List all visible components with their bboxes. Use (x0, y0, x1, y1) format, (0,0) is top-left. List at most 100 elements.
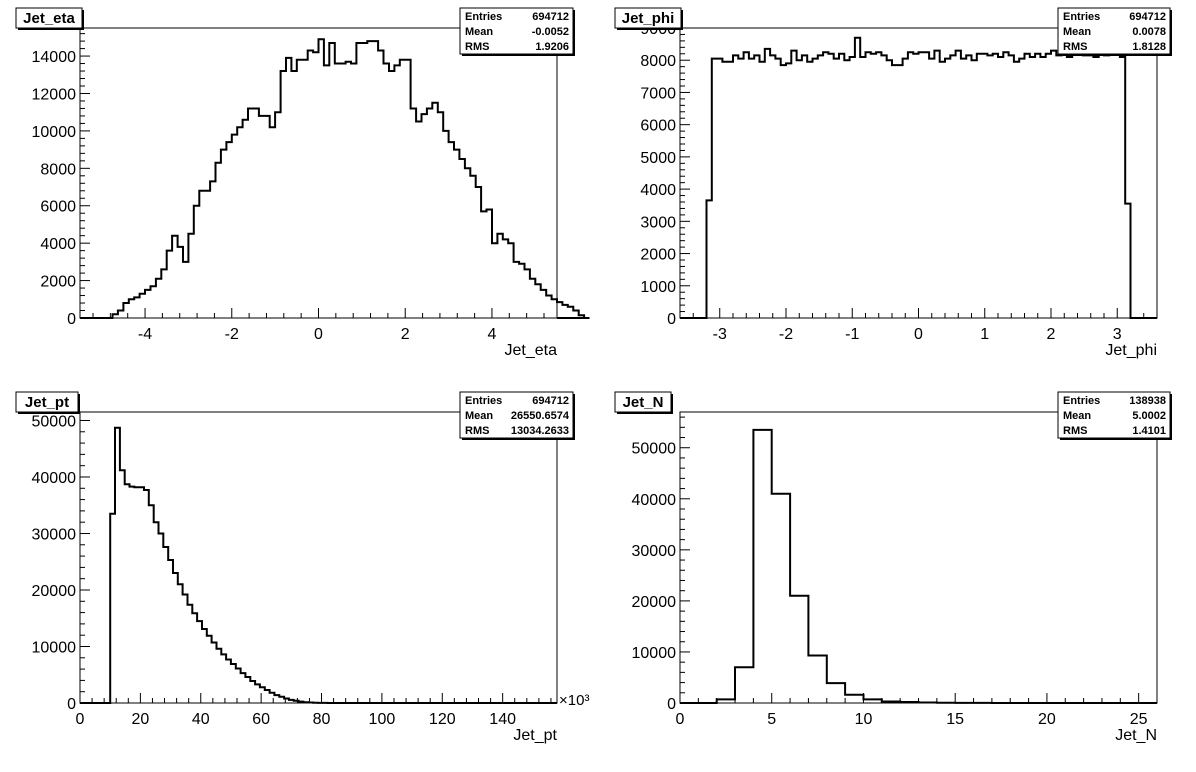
y-tick-label: 10000 (32, 639, 77, 656)
y-tick-label: 5000 (640, 150, 676, 167)
x-tick-label: 40 (192, 711, 210, 728)
y-tick-label: 1000 (640, 279, 676, 296)
y-tick-label: 12000 (32, 86, 77, 103)
y-tick-label: 30000 (632, 543, 677, 560)
y-tick-label: 4000 (640, 182, 676, 199)
histogram-line (80, 426, 557, 704)
x-tick-label: 0 (676, 711, 685, 728)
stats-label-rms: RMS (1063, 41, 1087, 53)
title-box (15, 391, 79, 413)
chart-title: Jet_eta (23, 10, 75, 27)
title-box (614, 391, 672, 413)
chart-title: Jet_pt (25, 394, 69, 411)
y-tick-label: 0 (67, 311, 76, 328)
x-axis-title: Jet_phi (1105, 342, 1157, 359)
stats-value-rms: 13034.2633 (511, 425, 569, 437)
x-tick-label: 0 (76, 711, 85, 728)
y-tick-label: 0 (667, 696, 676, 713)
y-tick-label: 30000 (32, 526, 77, 543)
stats-label-entries: Entries (465, 11, 502, 23)
stats-value-rms: 1.4101 (1132, 425, 1166, 437)
stats-label-mean: Mean (465, 410, 493, 422)
x-tick-label: 2 (1047, 326, 1056, 343)
title-box (614, 7, 682, 29)
stats-label-entries: Entries (465, 395, 502, 407)
y-tick-label: 8000 (640, 53, 676, 70)
y-tick-label: 40000 (632, 492, 677, 509)
stats-label-mean: Mean (465, 26, 493, 38)
chart-panel-jet-phi: -3 -2 -1 0 1 2 3 0 1000 2000 3000 4000 5000 6000 7000 8… (614, 7, 1172, 359)
y-tick-label: 8000 (40, 161, 76, 178)
stats-value-mean: 0.0078 (1132, 26, 1166, 38)
y-tick-label: 50000 (632, 441, 677, 458)
y-tick-label: 6000 (640, 118, 676, 135)
x-tick-label: 5 (767, 711, 776, 728)
histogram-line (680, 428, 1157, 704)
x-axis-title: Jet_N (1115, 727, 1157, 744)
chart-panel-jet-eta: -4 -2 0 2 4 0 2000 4000 6000 8000 10000 12000 14000 J… (15, 7, 590, 359)
y-tick-label: 20000 (632, 594, 677, 611)
x-tick-label: 100 (369, 711, 396, 728)
y-tick-label: 4000 (40, 236, 76, 253)
stats-box (1057, 7, 1171, 55)
y-tick-label: 2000 (640, 247, 676, 264)
plot-frame (679, 411, 1158, 704)
y-tick-label: 14000 (32, 49, 77, 66)
stats-box (1057, 391, 1171, 439)
stats-value-mean: 26550.6574 (511, 410, 570, 422)
stats-value-mean: -0.0052 (532, 26, 569, 38)
histogram-line (80, 38, 590, 319)
y-tick-label: 7000 (640, 85, 676, 102)
x-tick-label: -3 (713, 326, 727, 343)
x-tick-label: 3 (1113, 326, 1122, 343)
x-tick-label: 20 (1038, 711, 1056, 728)
x-tick-label: 0 (914, 326, 923, 343)
x-tick-label: -4 (138, 326, 152, 343)
y-tick-label: 50000 (32, 413, 77, 430)
stats-value-entries: 694712 (532, 11, 569, 23)
chart-title: Jet_phi (622, 10, 675, 27)
x-tick-label: 0 (314, 326, 323, 343)
stats-label-rms: RMS (465, 425, 489, 437)
x-axis-title: Jet_eta (505, 342, 558, 359)
y-tick-label: 40000 (32, 470, 77, 487)
stats-label-entries: Entries (1063, 395, 1100, 407)
x-tick-label: -2 (779, 326, 793, 343)
plot-frame (679, 27, 1158, 319)
chart-title: Jet_N (623, 394, 664, 411)
x-tick-label: 60 (252, 711, 270, 728)
plot-frame (79, 27, 558, 319)
x-tick-label: 80 (313, 711, 331, 728)
x-tick-label: 2 (401, 326, 410, 343)
stats-box (459, 391, 574, 439)
x-tick-label: 1 (980, 326, 989, 343)
stats-label-mean: Mean (1063, 26, 1091, 38)
x-tick-label: 140 (489, 711, 516, 728)
stats-value-entries: 694712 (532, 395, 569, 407)
plot-frame (79, 411, 558, 704)
y-tick-label: 20000 (32, 583, 77, 600)
x-tick-label: 20 (131, 711, 149, 728)
stats-box (459, 7, 574, 55)
chart-panel-jet-pt: 0 20 40 60 80 100 120 140 0 10000 20000 30000 40000 5… (15, 391, 589, 744)
x-tick-label: 4 (488, 326, 497, 343)
stats-label-rms: RMS (465, 41, 489, 53)
stats-label-entries: Entries (1063, 11, 1100, 23)
x-tick-label: -1 (845, 326, 859, 343)
y-tick-label: 3000 (640, 214, 676, 231)
stats-value-entries: 694712 (1129, 11, 1166, 23)
x-axis-title: Jet_pt (513, 727, 557, 744)
x-tick-label: -2 (225, 326, 239, 343)
x-tick-label: 10 (855, 711, 873, 728)
stats-label-rms: RMS (1063, 425, 1087, 437)
x-tick-label: 15 (946, 711, 964, 728)
x-tick-label: 120 (429, 711, 456, 728)
stats-label-mean: Mean (1063, 410, 1091, 422)
x-tick-label: 25 (1130, 711, 1148, 728)
histogram-line (680, 36, 1157, 319)
stats-value-rms: 1.8128 (1132, 41, 1166, 53)
stats-value-rms: 1.9206 (535, 41, 569, 53)
y-tick-label: 2000 (40, 274, 76, 291)
x-axis-multiplier: ×10³ (559, 692, 589, 709)
